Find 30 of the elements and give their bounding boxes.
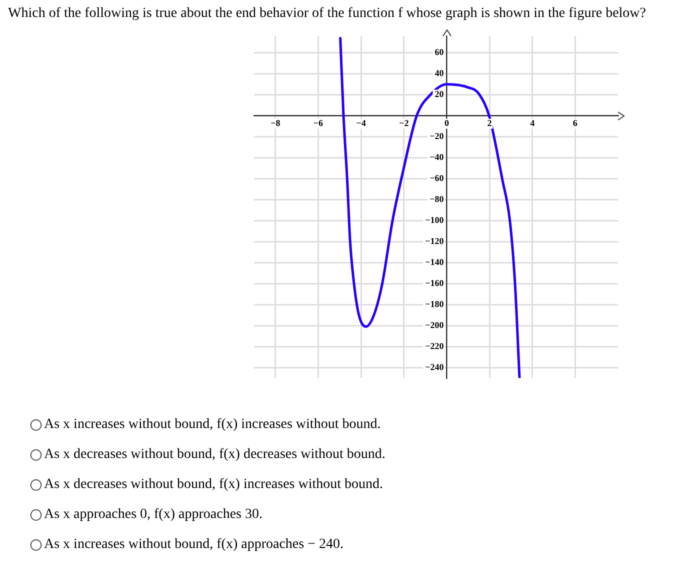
y-tick-label: −240 [425,362,444,372]
y-tick-label: −140 [425,256,444,267]
text: As x decreases without bound, f(x) decreases without bound. [44,447,386,463]
y-tick-label: −60 [430,173,444,184]
text: As x approaches 0, f(x) approaches 30. [44,507,262,523]
x-tick-label: 4 [530,118,536,128]
y-tick-label: −180 [425,298,444,309]
x-tick-label: −8 [270,118,281,128]
y-tick-label: −100 [425,214,444,225]
text: As x decreases without bound, f(x) increases without bound. [44,477,384,493]
y-tick-label: 40 [434,68,444,78]
line-series [339,36,521,378]
x-tick-label: 0 [444,118,450,128]
y-tick-label: −120 [425,236,444,246]
y-tick-label: −160 [425,278,444,288]
text: As x increases without bound, f(x) approaches − 240. [44,537,344,553]
y-tick-label: −200 [425,320,444,330]
y-tick-label: 20 [434,89,444,100]
text: As x increases without bound, f(x) increases without bound. [44,417,381,433]
y-tick-label: −80 [430,194,444,204]
y-tick-label: 60 [434,47,444,58]
y-tick-label: −40 [430,152,444,162]
x-tick-label: 2 [487,118,492,128]
y-tick-label: −20 [430,131,444,142]
y-tick-label: −220 [425,340,444,351]
x-tick-label: 6 [572,118,578,128]
x-tick-label: −6 [313,118,324,128]
x-tick-label: −4 [356,118,366,128]
chart-title: Which of the following is true about the end behavior of the function f whose graph is shown in the figure below? [8,6,648,22]
x-tick-label: −2 [399,118,410,128]
